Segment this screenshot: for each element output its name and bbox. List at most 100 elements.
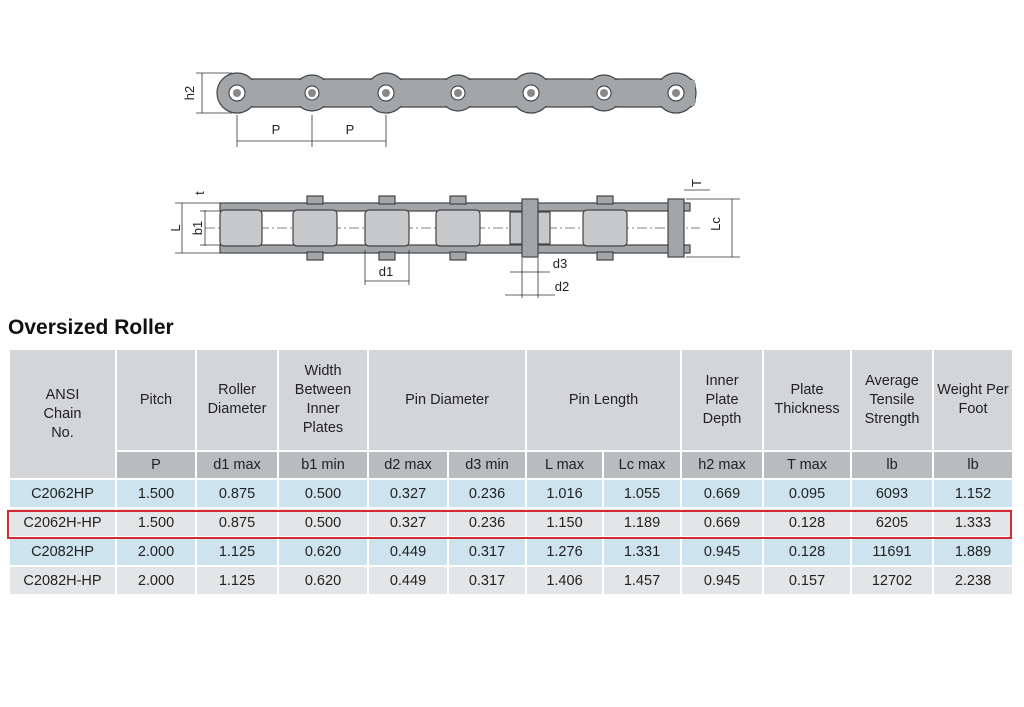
unit-cell: P — [115, 450, 197, 480]
header-text: Pin Length — [568, 391, 639, 408]
dim-label: d3 — [553, 256, 567, 271]
table-cell: 1.276 — [525, 536, 604, 567]
table-cell: 0.128 — [762, 536, 852, 567]
unit-cell: lb — [932, 450, 1014, 480]
table-cell: 1.889 — [932, 536, 1014, 567]
table-cell: 0.500 — [277, 507, 369, 538]
header-text: Roller Diameter — [207, 382, 267, 417]
header-text: ANSI Chain No. — [43, 386, 82, 441]
dim-label: T — [689, 179, 704, 187]
table-cell: 1.457 — [602, 565, 682, 596]
unit-cell: d2 max — [367, 450, 449, 480]
dim-label: L — [168, 224, 183, 231]
dim-label: P — [272, 122, 281, 137]
table-cell: 0.095 — [762, 478, 852, 509]
side-view — [175, 189, 740, 298]
header-cell: Weight Per Foot — [932, 348, 1014, 452]
section-title: Oversized Roller — [8, 316, 174, 339]
table-cell: 6205 — [850, 507, 934, 538]
header-cell: Width Between Inner Plates — [277, 348, 369, 452]
table-cell: 0.236 — [447, 478, 527, 509]
unit-cell: Lc max — [602, 450, 682, 480]
table-cell: 0.449 — [367, 565, 449, 596]
table-cell: 0.327 — [367, 507, 449, 538]
table-cell: 1.055 — [602, 478, 682, 509]
table-row: C2082H-HP 2.000 1.125 0.620 0.449 0.317 1.406 1… — [8, 565, 1014, 596]
dim-label: d2 — [555, 279, 569, 294]
table-cell: 0.945 — [680, 536, 764, 567]
table-cell: 0.945 — [680, 565, 764, 596]
header-cell: Plate Thickness — [762, 348, 852, 452]
table-row: C2062HP 1.500 0.875 0.500 0.327 0.236 1.016 1.0… — [8, 478, 1014, 509]
table-cell: 1.331 — [602, 536, 682, 567]
table-cell: 2.000 — [115, 565, 197, 596]
table-cell: 1.189 — [602, 507, 682, 538]
table-cell: 1.125 — [195, 565, 279, 596]
spec-table: ANSI Chain No. Pitch Roller Diameter Wid… — [8, 348, 1014, 596]
unit-cell: h2 max — [680, 450, 764, 480]
table-row: C2062H-HP 1.500 0.875 0.500 0.327 0.236 1.150 1… — [8, 507, 1014, 538]
table-cell: 0.620 — [277, 536, 369, 567]
table-row: C2082HP 2.000 1.125 0.620 0.449 0.317 1.276 1.3… — [8, 536, 1014, 567]
header-cell: Average Tensile Strength — [850, 348, 934, 452]
table-cell: 1.150 — [525, 507, 604, 538]
dim-label: d1 — [379, 264, 393, 279]
header-cell: Pin Diameter — [367, 348, 527, 452]
dim-label: Lc — [708, 217, 723, 231]
table-cell: 2.000 — [115, 536, 197, 567]
dim-label: t — [192, 191, 207, 195]
header-cell: Pitch — [115, 348, 197, 452]
table-cell: 0.875 — [195, 478, 279, 509]
header-cell: ANSI Chain No. — [8, 348, 117, 480]
unit-cell: T max — [762, 450, 852, 480]
table-cell: 0.128 — [762, 507, 852, 538]
dim-label: P — [346, 122, 355, 137]
table-cell: 0.317 — [447, 565, 527, 596]
table-cell: 2.238 — [932, 565, 1014, 596]
table-cell: 0.327 — [367, 478, 449, 509]
table-cell: 0.669 — [680, 478, 764, 509]
table-cell: 0.620 — [277, 565, 369, 596]
table-cell: 0.236 — [447, 507, 527, 538]
dim-label: b1 — [190, 221, 205, 235]
unit-cell: d3 min — [447, 450, 527, 480]
header-text: Pitch — [139, 391, 173, 408]
header-text: Plate Thickness — [774, 382, 840, 417]
unit-cell: L max — [525, 450, 604, 480]
table-cell: 1.016 — [525, 478, 604, 509]
table-cell: 0.669 — [680, 507, 764, 538]
table-cell: C2062H-HP — [8, 507, 117, 538]
header-cell: Pin Length — [525, 348, 682, 452]
table-cell: C2082H-HP — [8, 565, 117, 596]
table-cell: 1.406 — [525, 565, 604, 596]
dim-label: h2 — [182, 86, 197, 100]
unit-cell: b1 min — [277, 450, 369, 480]
unit-cell: d1 max — [195, 450, 279, 480]
header-text: Width Between Inner Plates — [294, 363, 352, 436]
table-cell: 1.152 — [932, 478, 1014, 509]
table-cell: 11691 — [850, 536, 934, 567]
table-cell: 6093 — [850, 478, 934, 509]
header-text: Average Tensile Strength — [864, 372, 920, 427]
header-text: Inner Plate Depth — [702, 372, 742, 427]
chain-drawing: h2 P P t L b1 d1 — [168, 72, 740, 298]
header-cell: Roller Diameter — [195, 348, 279, 452]
table-cell: C2062HP — [8, 478, 117, 509]
table-cell: 1.500 — [115, 507, 197, 538]
table-cell: 0.500 — [277, 478, 369, 509]
table-cell: 0.157 — [762, 565, 852, 596]
header-cell: Inner Plate Depth — [680, 348, 764, 452]
table-cell: 0.449 — [367, 536, 449, 567]
unit-cell: lb — [850, 450, 934, 480]
table-cell: 1.125 — [195, 536, 279, 567]
table-cell: 0.317 — [447, 536, 527, 567]
table-cell: 1.500 — [115, 478, 197, 509]
header-text: Pin Diameter — [405, 391, 489, 408]
table-cell: 1.333 — [932, 507, 1014, 538]
top-view — [196, 72, 697, 147]
table-cell: C2082HP — [8, 536, 117, 567]
table-cell: 0.875 — [195, 507, 279, 538]
header-text: Weight Per Foot — [937, 382, 1009, 417]
table-cell: 12702 — [850, 565, 934, 596]
